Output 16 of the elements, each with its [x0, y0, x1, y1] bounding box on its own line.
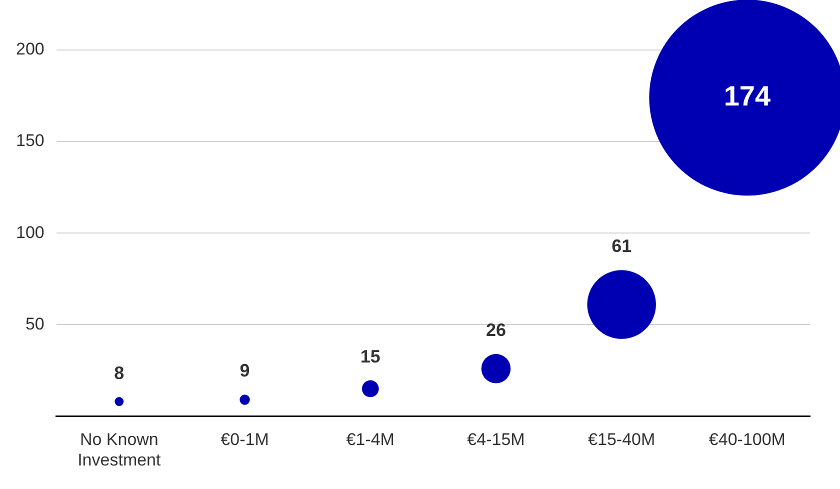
- data-label: 61: [612, 236, 632, 256]
- data-label: 174: [724, 80, 771, 112]
- data-label: 26: [486, 320, 506, 340]
- y-tick-label: 150: [16, 131, 44, 150]
- data-label: 15: [360, 346, 380, 366]
- y-tick-label: 50: [25, 314, 44, 334]
- y-tick-label: 200: [16, 40, 44, 59]
- x-tick-label: €40-100M: [708, 430, 786, 450]
- x-tick-label: €0-1M: [220, 430, 269, 450]
- x-tick-label: €4-15M: [467, 430, 525, 450]
- y-tick-label: 100: [16, 222, 44, 242]
- x-tick-label: No Known Investment: [78, 430, 162, 470]
- data-label: 9: [240, 360, 250, 381]
- x-tick-label: €1-4M: [346, 430, 394, 450]
- data-label: 8: [114, 363, 124, 384]
- x-tick-label: €15-40M: [588, 430, 656, 450]
